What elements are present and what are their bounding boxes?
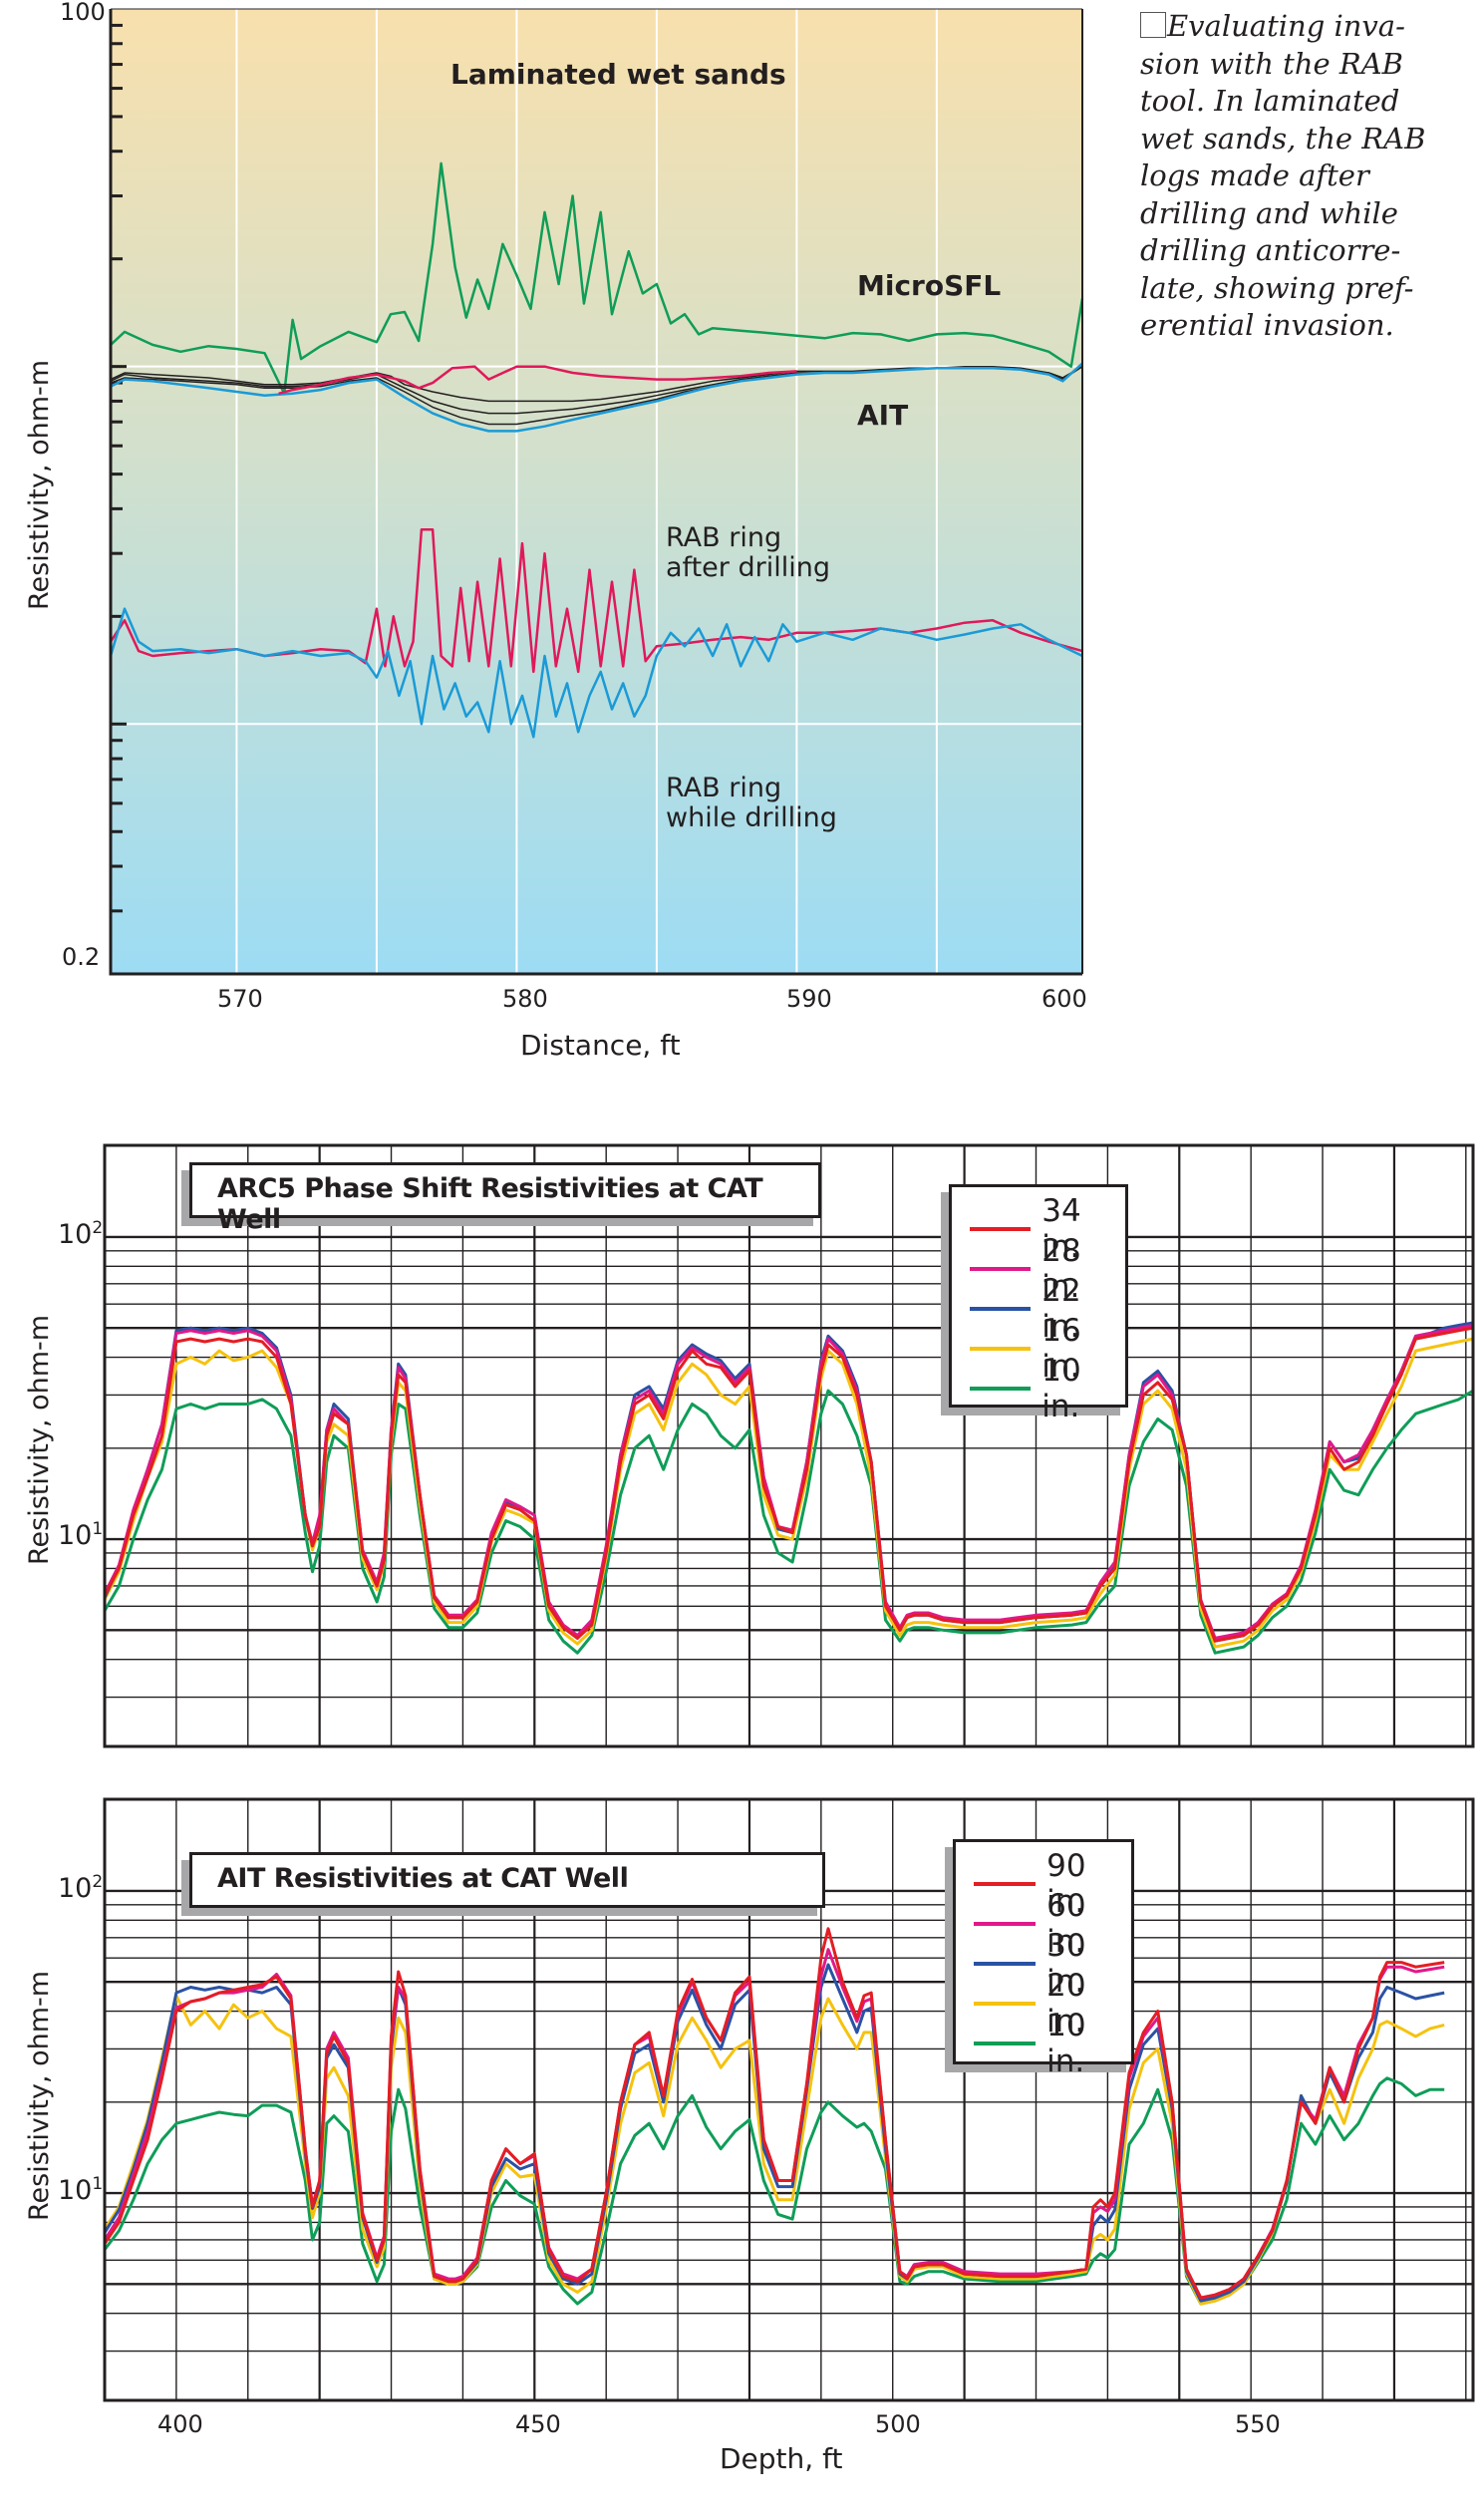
caption-line: drilling anticorre- bbox=[1140, 233, 1401, 267]
legend-item: 30 in. bbox=[974, 1928, 1131, 2000]
plot3-title: AIT Resistivities at CAT Well bbox=[217, 1863, 629, 1894]
ait-label: AIT bbox=[857, 399, 909, 432]
legend-item: 60 in. bbox=[974, 1888, 1131, 1960]
plot1-xtick: 570 bbox=[217, 985, 263, 1013]
caption-line: wet sands, the RAB bbox=[1140, 121, 1426, 156]
legend-item: 28 in. bbox=[970, 1233, 1125, 1305]
legend-item: 20 in. bbox=[974, 1968, 1131, 2040]
legend-swatch bbox=[970, 1347, 1032, 1351]
legend-swatch bbox=[974, 1962, 1037, 1966]
plot1-background bbox=[111, 9, 1082, 974]
legend-swatch bbox=[974, 2002, 1037, 2006]
plot3-y-label-hi: 102 bbox=[58, 1872, 104, 1904]
legend-item: 22 in. bbox=[970, 1273, 1125, 1345]
plot2-y-axis-label: Resistivity, ohm-m bbox=[24, 1314, 55, 1565]
plot3-xtick: 400 bbox=[157, 2410, 203, 2438]
legend-swatch bbox=[970, 1227, 1032, 1231]
plot1-xtick: 590 bbox=[786, 985, 832, 1013]
series-line bbox=[110, 362, 1083, 433]
plot1-y-top-label: 100 bbox=[60, 0, 106, 26]
plot2-title-box: ARC5 Phase Shift Resistivities at CAT We… bbox=[189, 1162, 821, 1235]
microsfl-label: MicroSFL bbox=[857, 269, 1002, 302]
plot-arc5 bbox=[103, 1143, 1475, 1748]
caption-line: drilling and while bbox=[1140, 195, 1398, 230]
series-line bbox=[278, 365, 797, 396]
legend-swatch bbox=[974, 1922, 1037, 1926]
plot1-y-axis-label: Resistivity, ohm-m bbox=[24, 359, 55, 610]
plot-border bbox=[103, 1143, 1475, 1748]
plot2-y-label-hi: 102 bbox=[58, 1218, 104, 1250]
legend-label: 20 in. bbox=[1046, 1968, 1086, 2040]
legend-label: 30 in. bbox=[1046, 1928, 1086, 2000]
legend-label: 10 in. bbox=[1046, 2008, 1086, 2079]
plot1-xtick: 580 bbox=[502, 985, 548, 1013]
legend-label: 28 in. bbox=[1041, 1233, 1081, 1305]
legend-swatch bbox=[970, 1307, 1032, 1311]
legend-label: 34 in. bbox=[1041, 1193, 1081, 1265]
plot1-title: Laminated wet sands bbox=[450, 58, 786, 91]
rab-while-label-line1: RAB ring bbox=[666, 773, 782, 803]
rab-after-label-line1: RAB ring bbox=[666, 522, 782, 553]
plot3-x-axis-label: Depth, ft bbox=[720, 2442, 843, 2475]
plot-background bbox=[105, 1145, 1473, 1746]
plot3-xtick: 550 bbox=[1235, 2410, 1281, 2438]
plot1-axes bbox=[109, 9, 1082, 976]
legend-swatch bbox=[970, 1267, 1032, 1271]
plot2-y-label-lo: 101 bbox=[58, 1519, 104, 1551]
legend-label: 10 in. bbox=[1041, 1353, 1081, 1424]
legend-swatch bbox=[974, 2042, 1037, 2045]
plot2-legend: 34 in. 28 in. 22 in. 16 in. 10 in. bbox=[949, 1184, 1128, 1424]
plot1-x-axis-label: Distance, ft bbox=[520, 1029, 681, 1062]
plot2-title: ARC5 Phase Shift Resistivities at CAT We… bbox=[217, 1173, 763, 1235]
caption-line: Evaluating inva- bbox=[1167, 9, 1405, 43]
series-line bbox=[109, 607, 1083, 739]
legend-item: 34 in. bbox=[970, 1193, 1125, 1265]
plot3-xtick: 450 bbox=[515, 2410, 561, 2438]
plot3-y-axis-label: Resistivity, ohm-m bbox=[24, 1970, 55, 2221]
legend-swatch bbox=[970, 1387, 1032, 1391]
legend-item: 10 in. bbox=[974, 2008, 1131, 2079]
figure-caption: Evaluating inva- sion with the RAB tool.… bbox=[1140, 8, 1469, 345]
legend-label: 60 in. bbox=[1046, 1888, 1086, 1960]
rab-while-label: RAB ring while drilling bbox=[666, 774, 837, 833]
series-line bbox=[103, 1389, 1474, 1655]
caption-line: sion with the RAB bbox=[1140, 46, 1403, 81]
caption-box-glyph bbox=[1140, 12, 1166, 38]
series-line bbox=[103, 1326, 1474, 1643]
caption-line: late, showing pref- bbox=[1140, 270, 1414, 305]
rab-while-label-line2: while drilling bbox=[666, 802, 837, 833]
legend-label: 90 in. bbox=[1046, 1848, 1086, 1920]
legend-item: 16 in. bbox=[970, 1313, 1125, 1385]
legend-item: 90 in. bbox=[974, 1848, 1131, 1920]
legend-item: 10 in. bbox=[970, 1353, 1125, 1424]
rab-after-label-line2: after drilling bbox=[666, 552, 830, 583]
plot3-xtick: 500 bbox=[875, 2410, 921, 2438]
rab-after-label: RAB ring after drilling bbox=[666, 523, 830, 583]
legend-label: 22 in. bbox=[1041, 1273, 1081, 1345]
plot3-legend: 90 in. 60 in. 30 in. 20 in. 10 in. bbox=[953, 1839, 1134, 2079]
plot-rab-invasion bbox=[109, 8, 1084, 976]
series-line bbox=[103, 1927, 1445, 2300]
caption-line: tool. In laminated bbox=[1140, 84, 1400, 118]
series-line bbox=[110, 161, 1084, 396]
plot3-title-box: AIT Resistivities at CAT Well bbox=[189, 1852, 825, 1908]
plot3-y-label-lo: 101 bbox=[58, 2174, 104, 2206]
plot1-y-bottom-label: 0.2 bbox=[62, 943, 101, 971]
legend-swatch bbox=[974, 1882, 1037, 1886]
plot-border bbox=[103, 1797, 1475, 2402]
legend-label: 16 in. bbox=[1041, 1313, 1081, 1385]
caption-line: erential invasion. bbox=[1140, 308, 1394, 342]
caption-line: logs made after bbox=[1140, 158, 1369, 192]
plot1-xtick: 600 bbox=[1041, 985, 1087, 1013]
